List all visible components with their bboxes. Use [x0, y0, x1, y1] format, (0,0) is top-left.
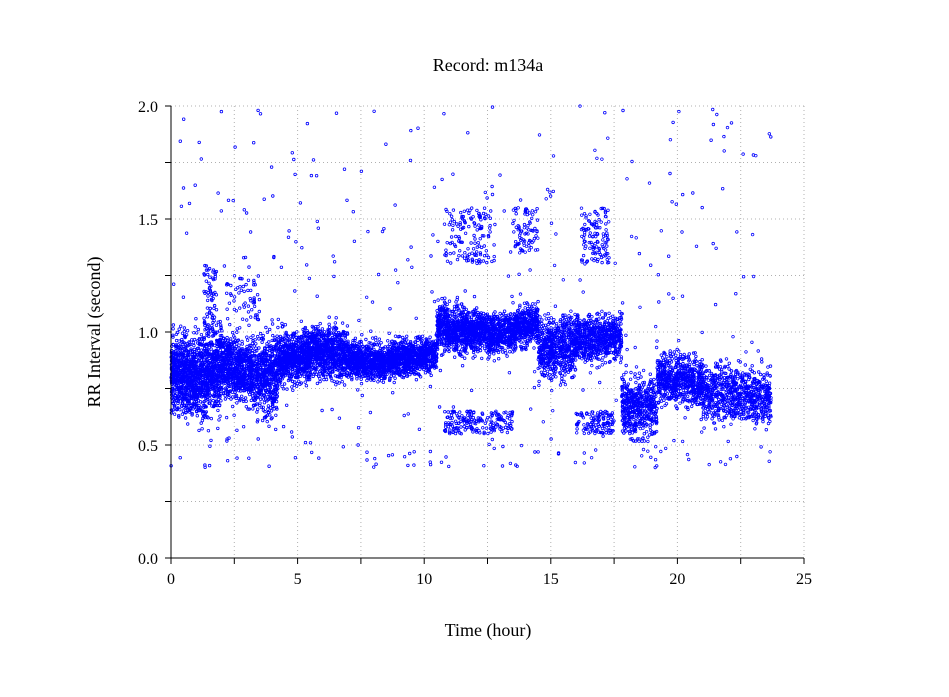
- axes: [165, 105, 805, 564]
- y-tick-label: 2.0: [138, 99, 158, 116]
- x-tick-label: 10: [416, 571, 432, 588]
- x-tick-label: 0: [167, 571, 175, 588]
- y-tick-label: 0.0: [138, 551, 158, 568]
- x-axis-label: Time (hour): [445, 620, 532, 641]
- tick-labels: 0 5 10 15 20 25 0.0 0.5 1.0 1.5 2.0: [138, 99, 812, 588]
- y-tick-label: 1.5: [138, 212, 158, 229]
- scatter-series: [169, 104, 773, 470]
- x-tick-label: 20: [669, 571, 685, 588]
- y-axis-label: RR Interval (second): [84, 257, 105, 408]
- x-tick-label: 25: [796, 571, 812, 588]
- scatter-points: [169, 104, 773, 470]
- y-tick-label: 0.5: [138, 438, 158, 455]
- chart-title: Record: m134a: [433, 55, 543, 75]
- x-tick-label: 15: [543, 571, 559, 588]
- x-tick-label: 5: [294, 571, 302, 588]
- y-tick-label: 1.0: [138, 325, 158, 342]
